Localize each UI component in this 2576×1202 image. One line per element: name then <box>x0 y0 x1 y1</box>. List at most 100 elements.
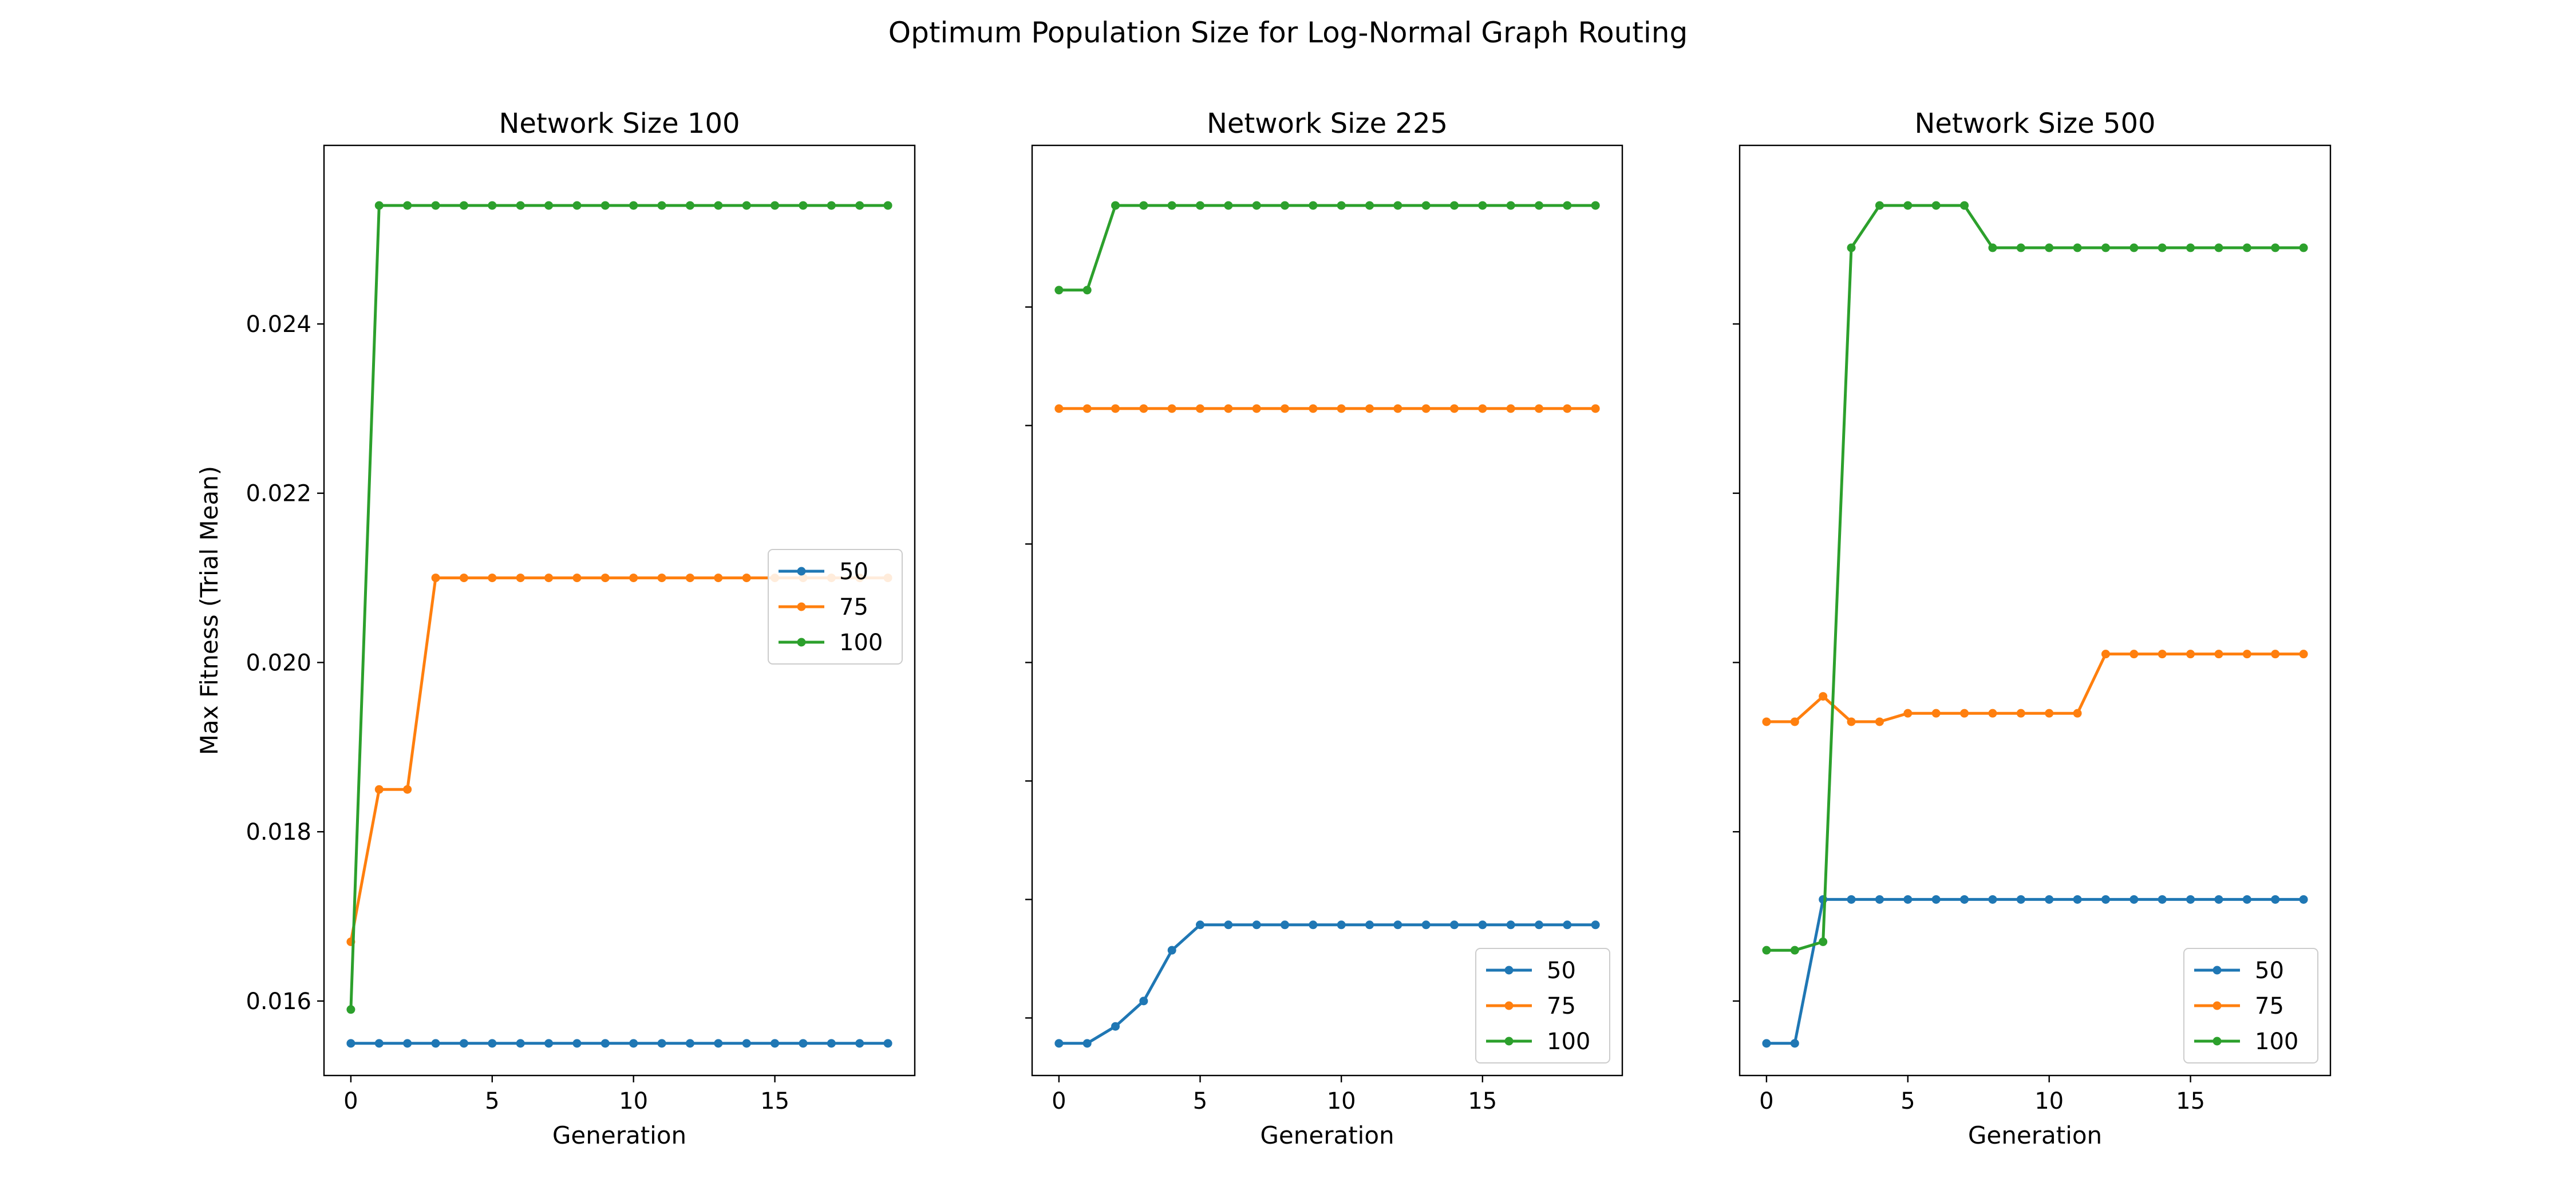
legend-marker <box>2212 966 2222 975</box>
data-point <box>544 1039 554 1048</box>
data-point <box>1365 404 1374 413</box>
series-line-50 <box>1058 923 1596 1045</box>
data-point <box>1762 717 1771 726</box>
data-point <box>459 574 468 583</box>
data-point <box>572 201 582 210</box>
x-tick-label: 15 <box>1468 1088 1497 1114</box>
data-point <box>1591 920 1600 930</box>
data-point <box>1365 920 1374 930</box>
data-point <box>1903 201 1913 210</box>
data-point <box>1931 201 1941 210</box>
data-point <box>1139 997 1148 1006</box>
subplot-title: Network Size 500 <box>1914 108 2155 140</box>
data-point <box>1762 946 1771 955</box>
data-point <box>2129 650 2139 659</box>
data-point <box>1167 201 1176 210</box>
data-point <box>2101 243 2110 252</box>
x-tick-label: 0 <box>343 1088 358 1114</box>
subplots: Network Size 100 0 5 10 15 Generation 0.016 0.0… <box>195 108 2332 1149</box>
data-point <box>1252 920 1261 930</box>
series-50 <box>1762 895 2308 1048</box>
series-100 <box>1054 201 1600 295</box>
data-point <box>1252 201 1261 210</box>
data-point <box>1563 404 1572 413</box>
subplot-3: Network Size 500 0 5 10 15 Generation 50 75 100 <box>1733 108 2332 1149</box>
data-point <box>1309 404 1318 413</box>
data-point <box>431 201 440 210</box>
legend-label: 100 <box>1547 1029 1590 1055</box>
data-point <box>2242 243 2251 252</box>
data-point <box>516 574 525 583</box>
series-75 <box>1762 650 2308 726</box>
data-point <box>2242 895 2251 904</box>
data-point <box>1082 286 1092 295</box>
series-line-100 <box>1058 204 1596 292</box>
legend-marker <box>1504 1037 1514 1046</box>
data-point <box>2214 243 2223 252</box>
data-point <box>403 1039 412 1048</box>
axes-frame <box>1031 144 1623 1077</box>
data-point <box>374 201 384 210</box>
legend-marker <box>797 638 806 647</box>
data-point <box>2073 709 2082 718</box>
legend-frame <box>2183 948 2318 1063</box>
legend-entry-50: 50 <box>779 559 868 585</box>
data-point <box>827 201 836 210</box>
data-point <box>883 201 892 210</box>
data-point <box>1819 937 1828 946</box>
data-point <box>544 201 554 210</box>
data-point <box>742 1039 751 1048</box>
series-50 <box>346 1039 892 1048</box>
data-point <box>1903 895 1913 904</box>
legend-entry-100: 100 <box>779 630 883 656</box>
data-point <box>1281 920 1290 930</box>
subplot-title: Network Size 100 <box>499 108 740 140</box>
data-point <box>657 574 666 583</box>
data-point <box>855 201 864 210</box>
legend-marker <box>1504 1001 1514 1010</box>
data-point <box>2101 895 2110 904</box>
data-point <box>1365 201 1374 210</box>
legend-entry-75: 75 <box>779 594 868 620</box>
data-point <box>1960 201 1969 210</box>
data-point <box>1082 404 1092 413</box>
subplot-2: Network Size 225 0 5 10 15 Generation 50 75 100 <box>1025 108 1623 1149</box>
data-point <box>1139 404 1148 413</box>
legend-marker <box>797 602 806 611</box>
data-point <box>2016 895 2025 904</box>
x-tick-label: 0 <box>1052 1088 1066 1114</box>
data-point <box>1506 201 1515 210</box>
legend-label: 100 <box>839 630 883 656</box>
data-point <box>1506 920 1515 930</box>
data-point <box>459 201 468 210</box>
data-point <box>488 1039 497 1048</box>
legend-entry-75: 75 <box>1486 993 1576 1019</box>
data-point <box>771 1039 780 1048</box>
data-point <box>1111 201 1120 210</box>
data-point <box>1478 920 1487 930</box>
data-point <box>346 1005 355 1014</box>
data-point <box>2214 895 2223 904</box>
y-axis-label: Max Fitness (Trial Mean) <box>195 466 223 755</box>
data-point <box>2271 895 2280 904</box>
data-point <box>685 201 694 210</box>
data-point <box>1988 895 1997 904</box>
data-point <box>1054 286 1064 295</box>
x-tick-label: 15 <box>2176 1088 2205 1114</box>
data-point <box>685 1039 694 1048</box>
data-point <box>742 201 751 210</box>
data-point <box>1449 920 1459 930</box>
series-line-100 <box>349 204 888 1010</box>
data-point <box>1337 201 1346 210</box>
legend-marker <box>1504 966 1514 975</box>
x-tick-label: 10 <box>619 1088 648 1114</box>
legend-label: 75 <box>2255 993 2284 1019</box>
x-axis-label: Generation <box>1968 1121 2102 1149</box>
data-point <box>1478 201 1487 210</box>
data-point <box>1591 201 1600 210</box>
y-tick-label: 0.018 <box>246 819 311 845</box>
axes-frame <box>1739 144 2332 1077</box>
data-point <box>488 574 497 583</box>
data-point <box>2186 243 2195 252</box>
data-point <box>2299 243 2308 252</box>
